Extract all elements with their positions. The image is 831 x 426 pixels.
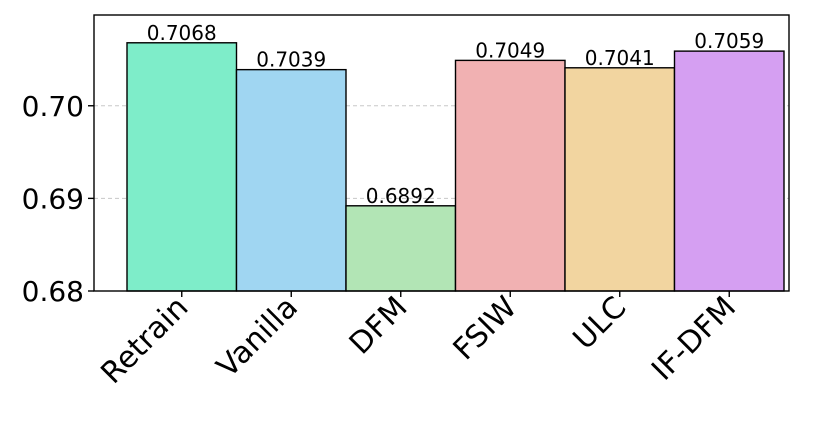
value-label-fsiw: 0.7049 — [475, 38, 545, 62]
y-tick-label: 0.69 — [22, 182, 84, 215]
x-tick-label-vanilla: Vanilla — [210, 290, 305, 385]
bar-vanilla — [235, 68, 347, 292]
value-label-ulc: 0.7041 — [585, 46, 655, 70]
value-label-retrain: 0.7068 — [147, 21, 217, 45]
y-tick-label: 0.68 — [22, 275, 84, 308]
x-tick-label-ulc: ULC — [566, 290, 633, 357]
value-label-if-dfm: 0.7059 — [694, 29, 764, 53]
value-labels: 0.7068 0.7039 0.6892 0.7049 0.7041 0.7059 — [147, 21, 764, 208]
x-tick-label-dfm: DFM — [343, 290, 415, 362]
plot-frame — [93, 14, 790, 292]
x-tick-label-retrain: Retrain — [94, 290, 195, 391]
bar-ulc — [564, 67, 676, 292]
value-label-vanilla: 0.7039 — [256, 48, 326, 72]
y-axis: 0.68 0.69 0.70 — [22, 90, 94, 308]
value-label-dfm: 0.6892 — [366, 184, 436, 208]
bar-if-dfm — [673, 50, 785, 292]
bar-fsiw — [454, 59, 566, 292]
y-tick-label: 0.70 — [22, 90, 84, 123]
bar-retrain — [126, 42, 238, 292]
x-tick-label-fsiw: FSIW — [447, 290, 524, 367]
bar-dfm — [345, 205, 457, 292]
x-axis: Retrain Vanilla DFM FSIW ULC IF-DFM — [94, 290, 742, 391]
x-tick-label-if-dfm: IF-DFM — [645, 290, 743, 388]
bars — [126, 42, 785, 292]
